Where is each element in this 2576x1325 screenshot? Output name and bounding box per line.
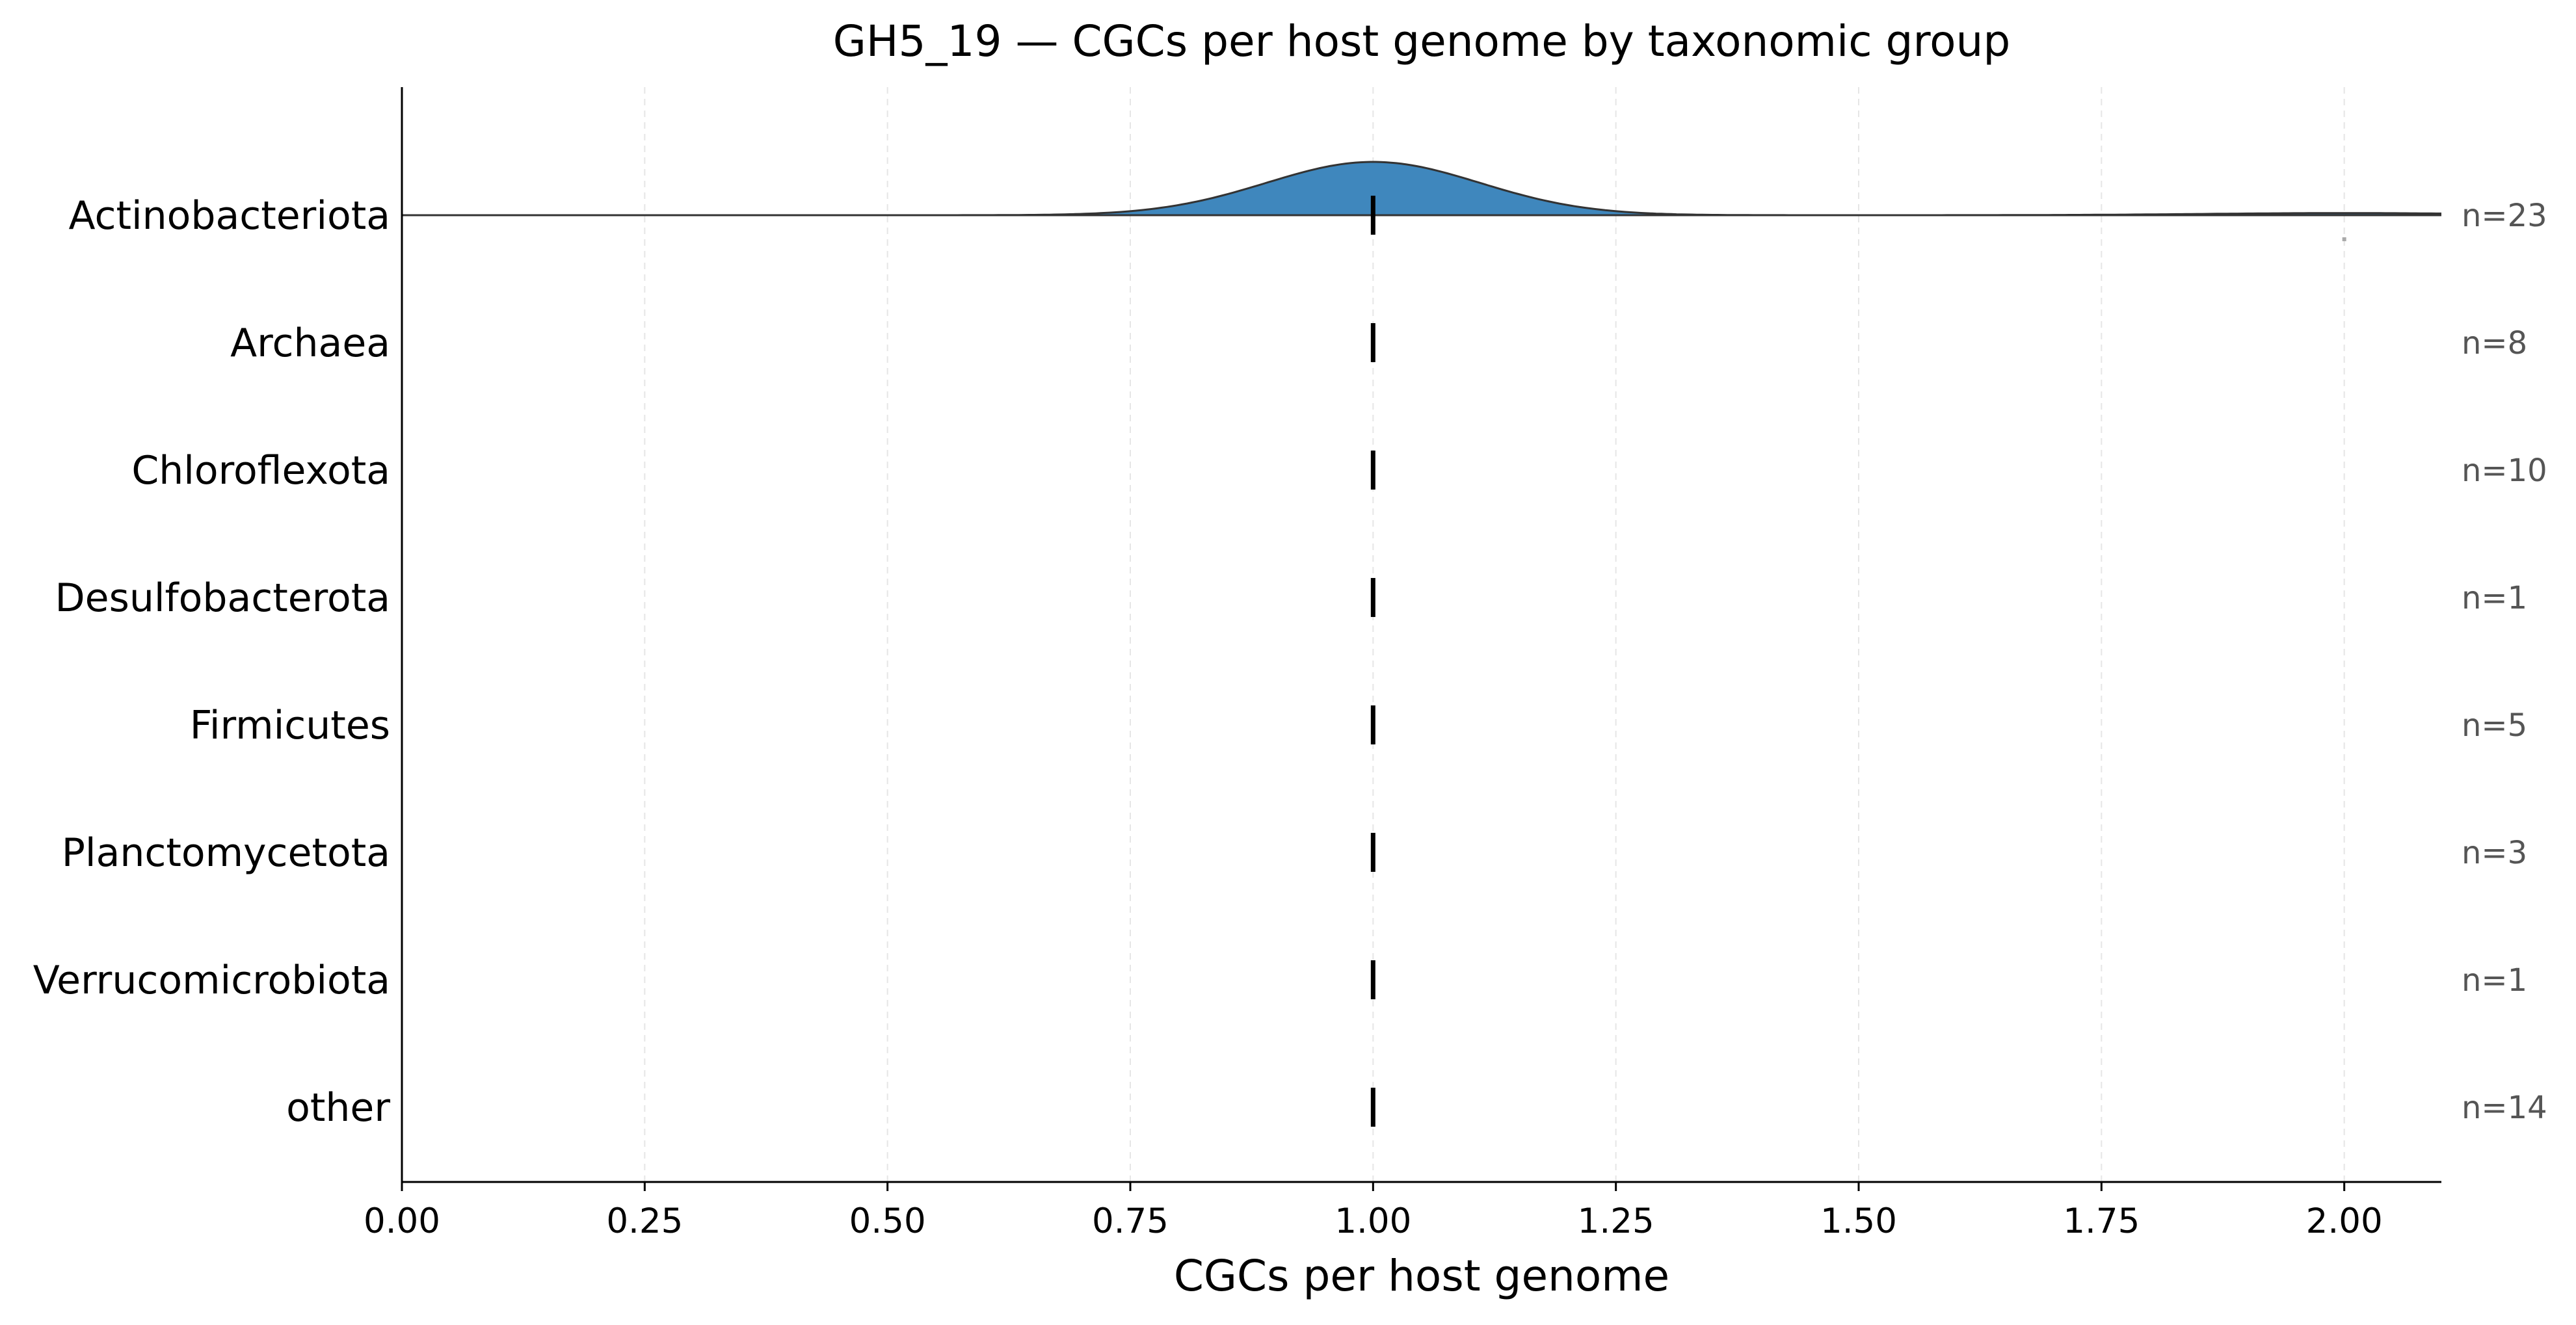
sample-count-label: n=10 bbox=[2462, 453, 2547, 489]
x-tick-label: 0.00 bbox=[364, 1201, 440, 1241]
x-tick-label: 1.50 bbox=[1820, 1201, 1897, 1241]
category-label: Firmicutes bbox=[190, 703, 390, 748]
grid-layer bbox=[644, 87, 2345, 1182]
category-label: Archaea bbox=[230, 321, 390, 366]
sample-count-label: n=1 bbox=[2462, 962, 2527, 999]
category-label-layer: Actinobacteriota n=23 Archaea n=8 Chloroflex… bbox=[33, 193, 2547, 1131]
x-tick-label: 1.75 bbox=[2063, 1201, 2140, 1241]
ridge-layer bbox=[402, 161, 2441, 1127]
sample-count-label: n=5 bbox=[2462, 707, 2527, 744]
sample-count-label: n=1 bbox=[2462, 580, 2527, 616]
sample-count-label: n=8 bbox=[2462, 325, 2527, 361]
category-label: Verrucomicrobiota bbox=[33, 958, 390, 1003]
density-ridge-fill bbox=[402, 162, 2441, 215]
x-axis-label: CGCs per host genome bbox=[1174, 1251, 1669, 1301]
category-label: Actinobacteriota bbox=[68, 193, 390, 239]
sample-count-label: n=23 bbox=[2462, 198, 2547, 234]
axes-layer bbox=[401, 87, 2441, 1183]
x-tick-label: 2.00 bbox=[2306, 1201, 2383, 1241]
x-tick-label: 0.50 bbox=[849, 1201, 926, 1241]
chart-title: GH5_19 — CGCs per host genome by taxonom… bbox=[833, 16, 2011, 66]
x-tick-label: 1.25 bbox=[1578, 1201, 1654, 1241]
x-tick-label: 0.25 bbox=[606, 1201, 683, 1241]
sample-count-label: n=3 bbox=[2462, 835, 2527, 871]
sample-count-label: n=14 bbox=[2462, 1090, 2547, 1126]
x-tick-layer: 0.00 0.25 0.50 0.75 1.00 1.25 1.50 1.75 2.00 bbox=[364, 1182, 2383, 1241]
category-label: Chloroflexota bbox=[131, 448, 390, 493]
x-tick-label: 1.00 bbox=[1334, 1201, 1411, 1241]
outlier-point bbox=[2342, 237, 2346, 241]
x-tick-label: 0.75 bbox=[1092, 1201, 1169, 1241]
category-label: other bbox=[286, 1085, 390, 1131]
category-label: Desulfobacterota bbox=[55, 575, 390, 621]
category-label: Planctomycetota bbox=[62, 830, 390, 876]
